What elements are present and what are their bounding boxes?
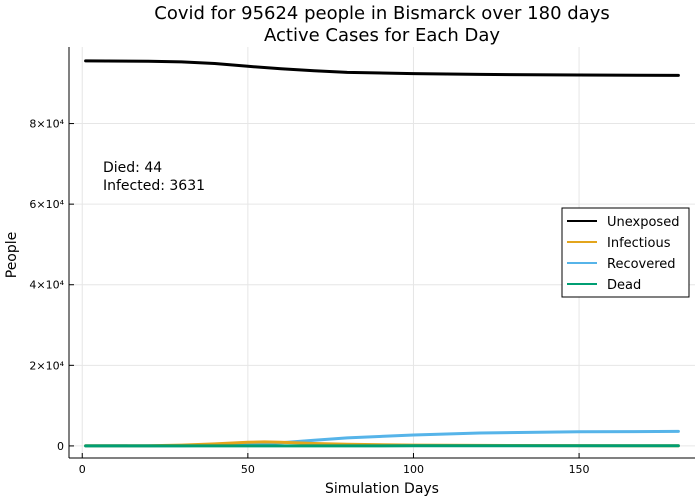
x-ticks: 0 50 100 150 — [79, 463, 590, 476]
x-tick-label: 100 — [403, 463, 424, 476]
legend-label: Infectious — [607, 236, 671, 251]
y-axis-label: People — [4, 232, 20, 279]
x-axis-label: Simulation Days — [325, 481, 439, 497]
y-ticks: 0 2×10⁴ 4×10⁴ 6×10⁴ 8×10⁴ — [29, 118, 64, 453]
y-tick-label: 4×10⁴ — [29, 279, 64, 292]
y-tick-label: 8×10⁴ — [29, 118, 64, 131]
annotation-died: Died: 44 — [103, 160, 162, 176]
annotation-infected: Infected: 3631 — [103, 178, 205, 194]
legend-label: Dead — [607, 278, 641, 293]
legend: Unexposed Infectious Recovered Dead — [561, 207, 690, 298]
y-tick-label: 2×10⁴ — [29, 359, 64, 372]
series-line-unexposed — [84, 59, 680, 77]
legend-label: Recovered — [607, 257, 676, 272]
series-lines — [84, 59, 680, 448]
axes — [68, 47, 695, 459]
y-tick-label: 6×10⁴ — [29, 198, 64, 211]
x-tick-label: 50 — [241, 463, 255, 476]
legend-box — [561, 207, 690, 298]
chart-subtitle: Active Cases for Each Day — [264, 25, 500, 46]
y-tick-label: 0 — [57, 440, 64, 453]
legend-label: Unexposed — [607, 215, 679, 230]
chart-title: Covid for 95624 people in Bismarck over … — [154, 3, 609, 24]
x-tick-label: 150 — [569, 463, 590, 476]
x-tick-label: 0 — [79, 463, 86, 476]
